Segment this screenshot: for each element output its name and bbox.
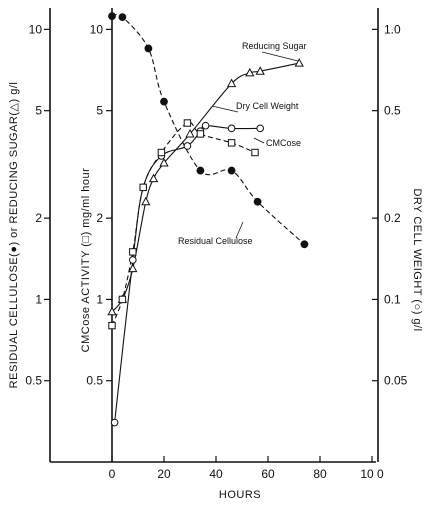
point-dry-cell-weight [183, 142, 192, 150]
left-inner-tick-label: 5 [96, 104, 103, 118]
point-reducing-sugar [226, 78, 237, 88]
point-reducing-sugar [185, 128, 195, 138]
annotation-cmcose: CMCose [266, 138, 301, 148]
point-reducing-sugar [148, 173, 159, 183]
point-reducing-sugar [245, 67, 255, 77]
series-lines-layer [111, 13, 305, 423]
right-tick-label: 0.5 [384, 104, 401, 118]
point-reducing-sugar [141, 196, 151, 206]
point-cmcose [251, 148, 259, 157]
point-residual-cellulose [160, 97, 168, 106]
right-tick-label: 0.2 [384, 211, 401, 225]
point-residual-cellulose [253, 197, 262, 206]
annotation-dry-cell-weight: Dry Cell Weight [236, 101, 299, 111]
point-cmcose [108, 321, 116, 330]
point-dry-cell-weight [110, 418, 119, 427]
left-inner-tick-label: 1 [96, 292, 103, 306]
x-axis-title: HOURS [219, 489, 261, 501]
x-tick-label: 80 [313, 467, 327, 481]
point-cmcose [227, 139, 236, 147]
leader-cmcose [253, 137, 265, 144]
point-cmcose [129, 248, 137, 256]
point-cmcose [118, 295, 127, 304]
point-dry-cell-weight [129, 256, 137, 264]
point-cmcose [139, 183, 147, 192]
point-residual-cellulose [144, 44, 153, 53]
text-layer: HOURS RESIDUAL CELLULOSE(●) or REDUCING … [8, 41, 423, 501]
left-inner-tick-label: 2 [96, 211, 103, 225]
right-axis-title: DRY CELL WEIGHT (○) g/l [411, 188, 423, 331]
point-residual-cellulose [108, 12, 116, 20]
left-outer-tick-label: 0.5 [25, 374, 42, 388]
left-inner-tick-label: 0.5 [86, 374, 103, 388]
right-tick-label: 1.0 [384, 22, 401, 36]
x-tick-label: 20 [157, 467, 171, 481]
point-residual-cellulose [196, 166, 205, 175]
x-tick-label: 60 [261, 467, 275, 481]
left-outer-tick-label: 5 [35, 104, 42, 118]
right-tick-label: 0.1 [384, 292, 401, 306]
point-reducing-sugar [128, 263, 138, 273]
point-dry-cell-weight [227, 124, 236, 133]
series-line-cmcose [111, 121, 256, 326]
left-inner-tick-label: 10 [90, 22, 104, 36]
left-outer-tick-label: 1 [35, 292, 42, 306]
point-cmcose [157, 148, 166, 157]
point-cmcose [183, 119, 192, 127]
leader-reducing-sugar [261, 51, 299, 62]
axes-layer: 0 20 40 60 80 10 0 10 5 2 1 0.5 10 5 2 1 0.5 1.0 0.5 0.2 0.… [25, 8, 408, 481]
point-reducing-sugar [294, 58, 304, 67]
point-reducing-sugar [255, 66, 265, 75]
data-marks-layer [107, 12, 309, 427]
left-outer-tick-label: 2 [35, 211, 42, 225]
left-outer-axis-title: RESIDUAL CELLULOSE(●) or REDUCING SUGAR(… [8, 82, 20, 389]
x-tick-label: 10 0 [360, 467, 384, 481]
series-line-dry-cell-weight [114, 125, 261, 423]
point-reducing-sugar [159, 157, 169, 167]
left-outer-tick-label: 10 [29, 22, 43, 36]
annotation-residual-cellulose: Residual Cellulose [178, 236, 253, 246]
left-inner-axis-title: CMCose ACTIVITY (□) mg/ml hour [80, 168, 92, 353]
point-cmcose [196, 130, 205, 138]
point-residual-cellulose [118, 13, 127, 22]
leader-residual-cellulose [235, 221, 244, 239]
point-dry-cell-weight [201, 121, 210, 130]
x-tick-label: 40 [209, 467, 223, 481]
right-tick-label: 0.05 [384, 374, 408, 388]
point-dry-cell-weight [256, 124, 265, 133]
point-residual-cellulose [300, 240, 309, 249]
annotation-reducing-sugar: Reducing Sugar [242, 41, 307, 51]
point-reducing-sugar [107, 306, 117, 316]
leader-dry-cell-weight [211, 105, 239, 113]
x-tick-label: 0 [109, 467, 116, 481]
point-residual-cellulose [227, 166, 236, 175]
